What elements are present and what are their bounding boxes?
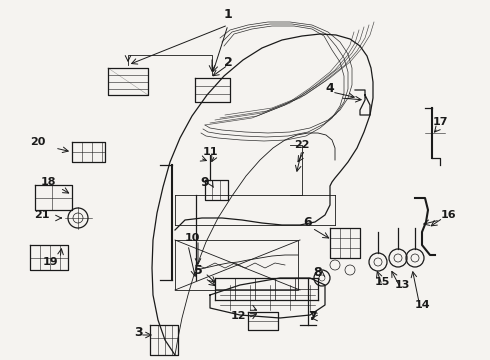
Text: 8: 8: [314, 266, 322, 279]
Text: 10: 10: [184, 233, 200, 243]
Text: 9: 9: [201, 175, 209, 189]
Text: 11: 11: [202, 147, 218, 157]
Text: 6: 6: [304, 216, 312, 229]
Text: 22: 22: [294, 140, 310, 150]
Text: 5: 5: [194, 264, 202, 276]
Text: 20: 20: [30, 137, 46, 147]
Text: 14: 14: [414, 300, 430, 310]
Text: 16: 16: [440, 210, 456, 220]
Text: 17: 17: [432, 117, 448, 127]
Text: 15: 15: [374, 277, 390, 287]
Text: 3: 3: [134, 325, 142, 338]
Text: 4: 4: [326, 81, 334, 94]
Text: 18: 18: [40, 177, 56, 187]
Text: 21: 21: [34, 210, 50, 220]
Text: 12: 12: [230, 311, 246, 321]
Text: 19: 19: [42, 257, 58, 267]
Text: 13: 13: [394, 280, 410, 290]
Text: 2: 2: [223, 55, 232, 68]
Text: 7: 7: [308, 310, 317, 323]
Text: 1: 1: [223, 8, 232, 21]
